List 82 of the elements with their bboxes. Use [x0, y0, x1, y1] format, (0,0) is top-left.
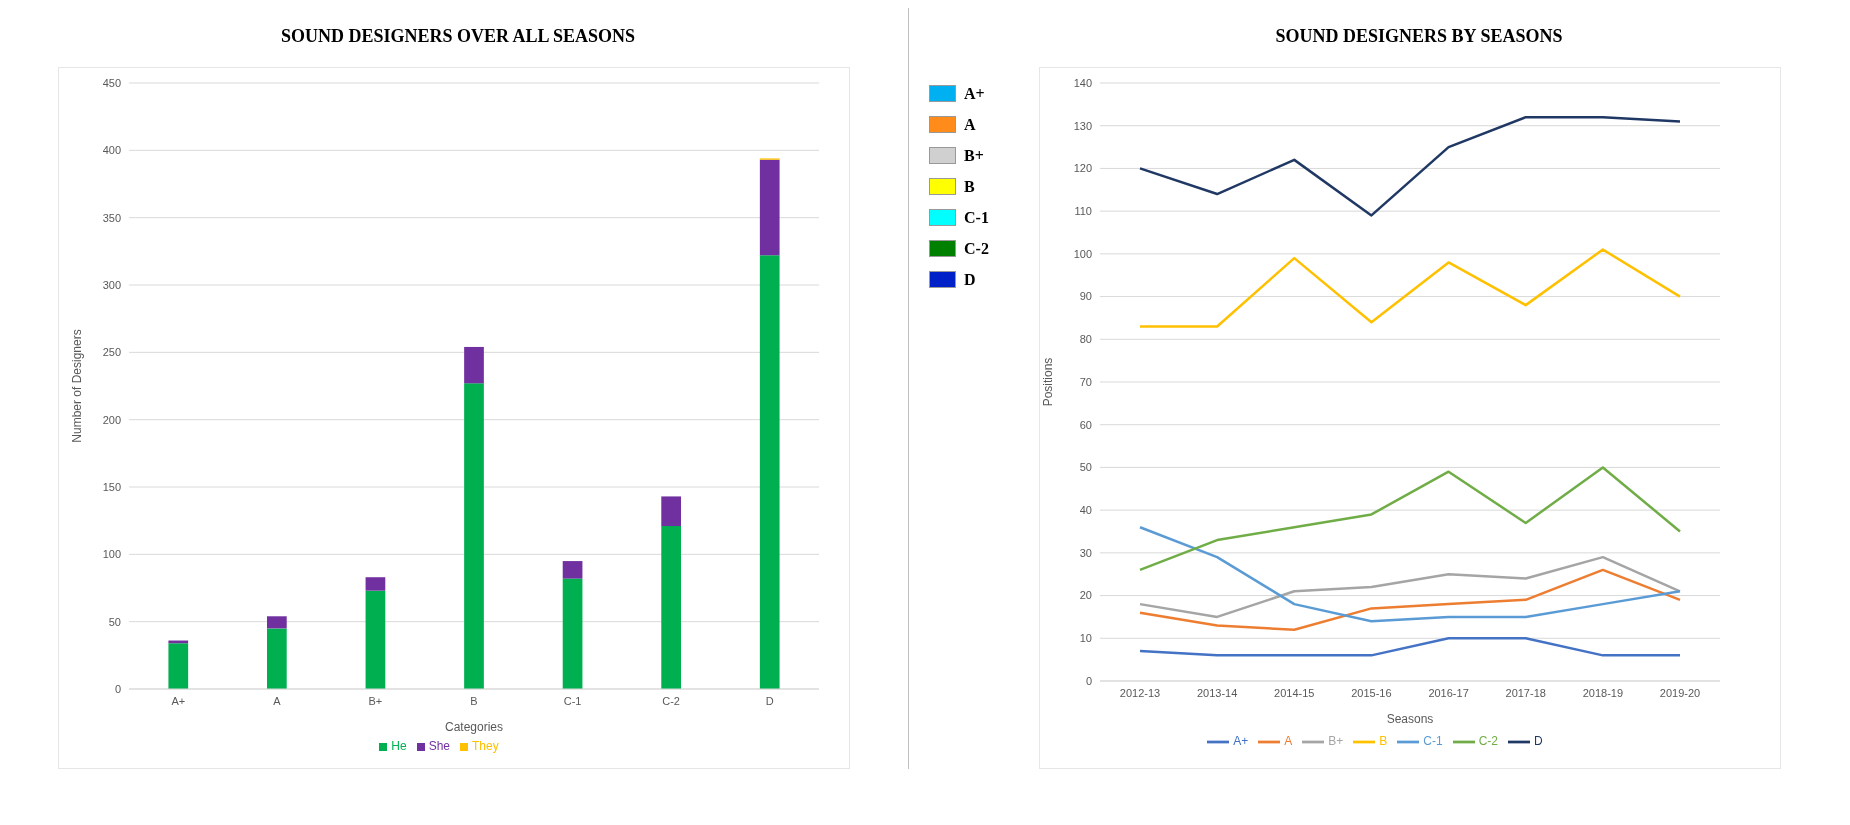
y-tick-label: 50 [1079, 461, 1092, 474]
x-tick-label: 2016-17 [1428, 686, 1469, 699]
x-tick-label: 2013-14 [1196, 686, 1238, 699]
category-label: B [964, 177, 975, 196]
category-label: A [964, 115, 976, 134]
bar [464, 346, 484, 384]
bar [168, 643, 189, 689]
line-series [1138, 248, 1682, 328]
x-tick-label: D [765, 694, 774, 707]
y-tick-label: 130 [1073, 119, 1092, 132]
legend-label: A [1284, 734, 1293, 749]
y-tick-label: 300 [102, 278, 121, 291]
bar [661, 496, 681, 527]
bar [661, 526, 681, 689]
legend-label: B+ [1328, 734, 1344, 749]
legend-label: A+ [1233, 734, 1249, 749]
bar [267, 628, 287, 689]
y-tick-label: 350 [102, 211, 121, 224]
bar [759, 255, 780, 689]
y-tick-label: 0 [114, 682, 121, 695]
y-tick-label: 20 [1079, 589, 1092, 602]
x-tick-label: 2017-18 [1505, 686, 1546, 699]
x-tick-label: 2018-19 [1582, 686, 1624, 699]
x-tick-label: 2012-13 [1119, 686, 1161, 699]
bar [562, 561, 583, 579]
x-tick-label: 2015-16 [1351, 686, 1392, 699]
legend-label: C-1 [1423, 734, 1443, 749]
legend-label: D [1534, 734, 1543, 749]
line-series [1138, 466, 1682, 572]
bar [267, 616, 287, 629]
legend-label: He [391, 739, 407, 753]
x-tick-label: A+ [171, 694, 186, 707]
y-axis-title: Number of Designers [70, 329, 85, 443]
y-tick-label: 40 [1079, 504, 1092, 517]
x-tick-label: B [470, 694, 478, 707]
category-label: C-1 [964, 208, 989, 227]
line-series [1138, 555, 1682, 619]
legend-label: C-2 [1478, 734, 1499, 749]
category-label: B+ [964, 146, 984, 165]
x-tick-label: A [273, 694, 282, 707]
y-tick-label: 200 [102, 413, 121, 426]
category-label: D [964, 270, 976, 289]
x-tick-label: C-1 [563, 694, 582, 707]
y-tick-label: 140 [1073, 76, 1092, 89]
y-tick-label: 120 [1073, 162, 1092, 175]
bar [562, 578, 583, 689]
x-tick-label: C-2 [662, 694, 681, 707]
y-tick-label: 250 [102, 346, 121, 359]
y-tick-label: 70 [1079, 375, 1092, 388]
y-tick-label: 90 [1079, 290, 1092, 303]
bar [759, 159, 780, 256]
category-label: A+ [964, 84, 985, 103]
y-tick-label: 80 [1079, 333, 1092, 346]
legend-label: B [1379, 734, 1388, 749]
x-axis-title: Categories [444, 720, 504, 734]
line-series [1138, 568, 1682, 631]
bar [464, 383, 484, 689]
chart-title: SOUND DESIGNERS OVER ALL SEASONS [279, 26, 637, 47]
bar [365, 577, 386, 591]
y-tick-label: 0 [1085, 674, 1092, 687]
x-tick-label: B+ [368, 694, 383, 707]
y-axis-title: Positions [1041, 357, 1056, 407]
y-tick-label: 100 [1073, 247, 1092, 260]
y-tick-label: 60 [1079, 418, 1092, 431]
y-tick-label: 10 [1079, 632, 1092, 645]
chart-title: SOUND DESIGNERS BY SEASONS [1274, 26, 1564, 47]
line-series [1138, 525, 1682, 623]
y-tick-label: 450 [102, 76, 121, 89]
y-tick-label: 150 [102, 480, 121, 493]
legend-label: They [472, 739, 499, 753]
x-axis-title: Seasons [1386, 712, 1434, 726]
y-tick-label: 110 [1074, 205, 1092, 218]
legend-label: She [428, 739, 450, 753]
bar [365, 590, 386, 689]
line-series [1138, 115, 1682, 217]
category-label: C-2 [964, 239, 989, 258]
y-tick-label: 100 [102, 548, 121, 561]
x-tick-label: 2019-20 [1659, 686, 1701, 699]
y-tick-label: 400 [102, 144, 121, 157]
x-tick-label: 2014-15 [1274, 686, 1315, 699]
y-tick-label: 30 [1079, 546, 1092, 559]
y-tick-label: 50 [108, 615, 121, 628]
